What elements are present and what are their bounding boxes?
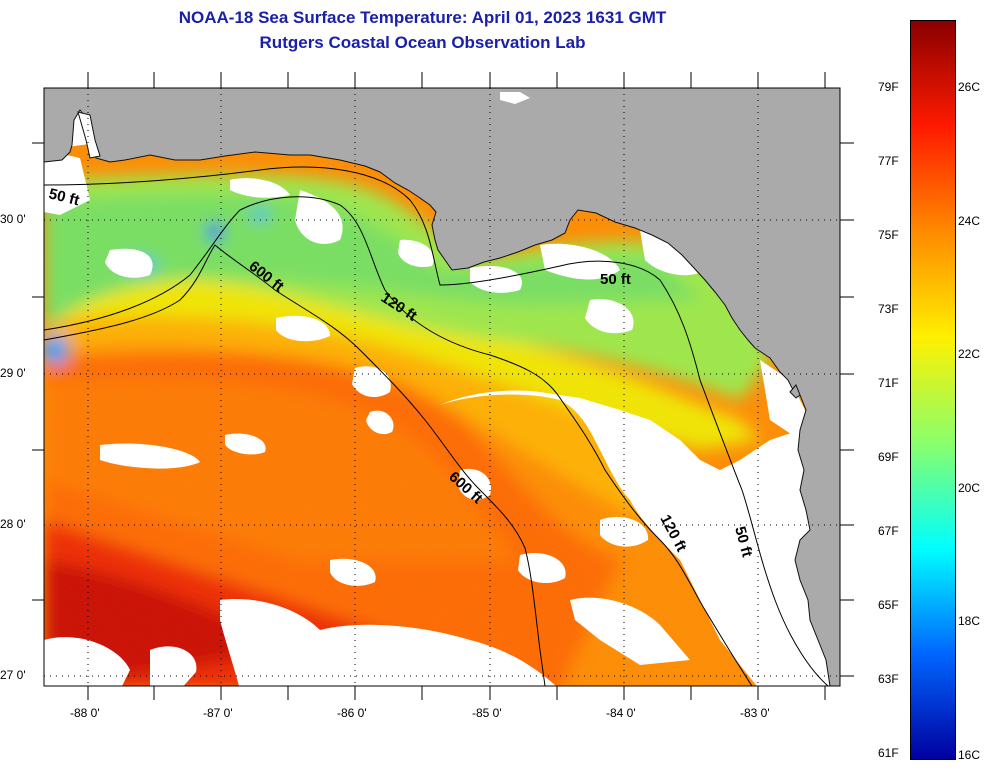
land-mass	[44, 88, 840, 686]
colorbar-label-63f: 63F	[878, 672, 899, 686]
lat-label-30: 30 0'	[0, 212, 26, 226]
colorbar-label-65f: 65F	[878, 598, 899, 612]
lon-label-85: -85 0'	[472, 706, 502, 720]
colorbar-label-75f: 75F	[878, 228, 899, 242]
map-subtitle: Rutgers Coastal Ocean Observation Lab	[259, 33, 586, 52]
temperature-colorbar	[910, 20, 956, 760]
lat-label-28: 28 0'	[0, 517, 26, 531]
lon-label-87: -87 0'	[203, 706, 233, 720]
contour-label-50ft-west: 50 ft	[47, 185, 81, 209]
colorbar-label-18c: 18C	[958, 614, 981, 628]
colorbar-label-26c: 26C	[958, 80, 981, 94]
colorbar-label-24c: 24C	[958, 214, 981, 228]
colorbar-label-16c: 16C	[958, 748, 981, 762]
colorbar-label-61f: 61F	[878, 746, 899, 760]
colorbar-label-79f: 79F	[878, 80, 899, 94]
colorbar-label-22c: 22C	[958, 347, 981, 361]
colorbar-label-77f: 77F	[878, 154, 899, 168]
lon-label-86: -86 0'	[337, 706, 367, 720]
map-frame	[43, 87, 841, 687]
colorbar-label-71f: 71F	[878, 376, 899, 390]
colorbar-label-20c: 20C	[958, 481, 981, 495]
lon-label-83: -83 0'	[740, 706, 770, 720]
contour-label-50ft-east: 50 ft	[600, 271, 631, 288]
frame-ticks	[32, 72, 854, 700]
colorbar-label-69f: 69F	[878, 450, 899, 464]
graticule	[44, 88, 840, 686]
lon-label-84: -84 0'	[606, 706, 636, 720]
lat-label-27: 27 0'	[0, 668, 26, 682]
lon-label-88: -88 0'	[70, 706, 100, 720]
colorbar-label-73f: 73F	[878, 302, 899, 316]
map-title: NOAA-18 Sea Surface Temperature: April 0…	[178, 8, 667, 27]
bathymetry-contours	[44, 166, 829, 686]
colorbar-label-67f: 67F	[878, 524, 899, 538]
lat-label-29: 29 0'	[0, 366, 26, 380]
